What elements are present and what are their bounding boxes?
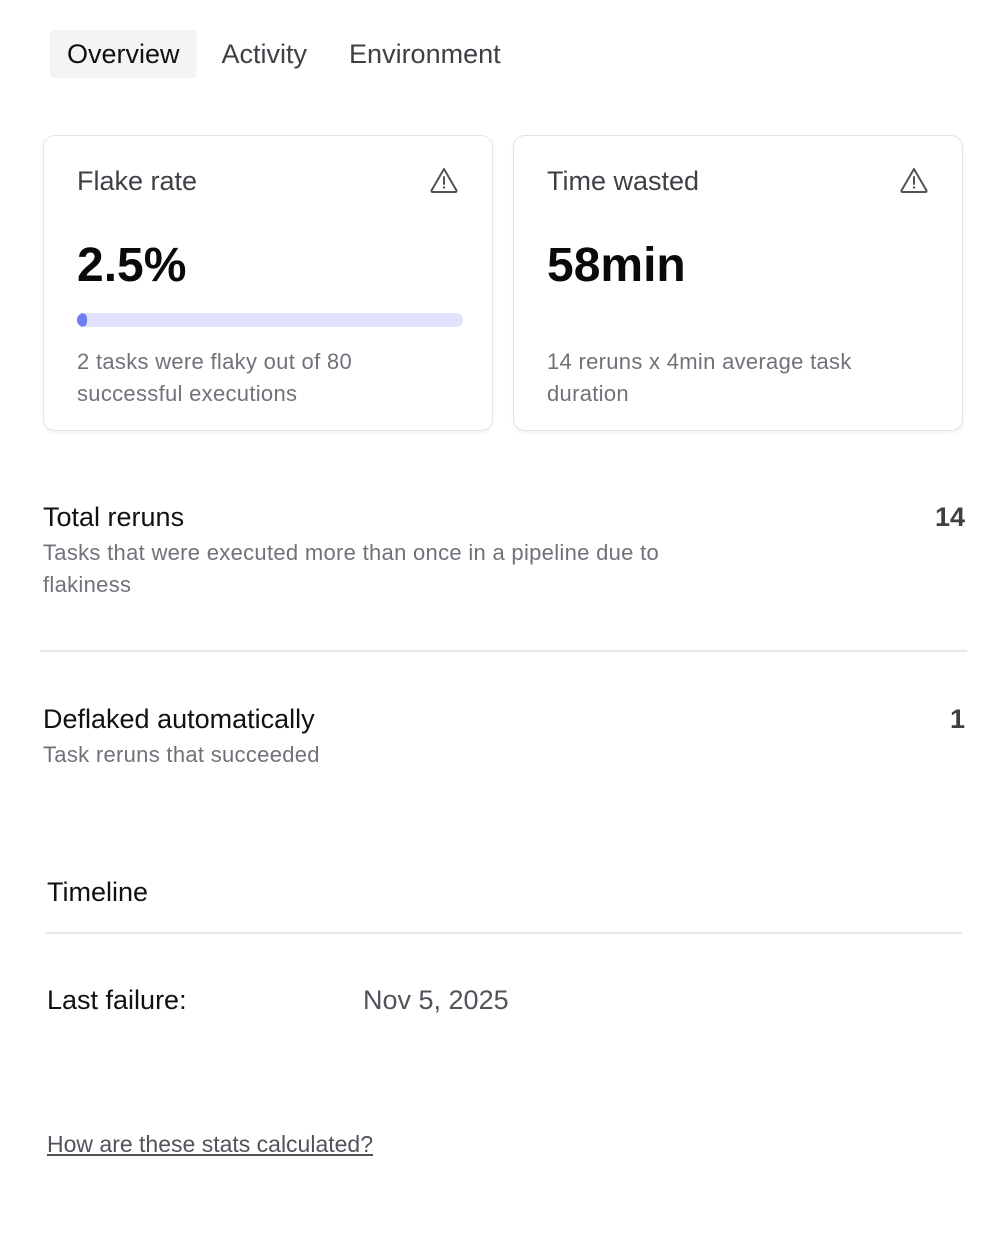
stat-description: Task reruns that succeeded bbox=[43, 742, 320, 767]
tab-activity[interactable]: Activity bbox=[221, 39, 308, 69]
deflaked-stat: Deflaked automatically 1 Task reruns tha… bbox=[43, 704, 965, 771]
card-description: 14 reruns x 4min average task duration bbox=[547, 349, 852, 406]
divider bbox=[40, 650, 967, 652]
progress-fill bbox=[77, 313, 87, 327]
tab-bar: Overview Activity Environment bbox=[50, 30, 526, 78]
divider bbox=[45, 932, 962, 934]
total-reruns-stat: Total reruns 14 Tasks that were executed… bbox=[43, 502, 965, 601]
stats-help-link[interactable]: How are these stats calculated? bbox=[47, 1131, 374, 1157]
time-wasted-card: Time wasted 58min 14 reruns x 4min avera… bbox=[513, 135, 963, 431]
warning-triangle-icon bbox=[900, 168, 928, 193]
stat-label: Deflaked automatically bbox=[43, 704, 315, 734]
last-failure-value: Nov 5, 2025 bbox=[363, 985, 509, 1015]
card-title: Time wasted bbox=[547, 166, 700, 196]
tab-environment[interactable]: Environment bbox=[349, 39, 501, 69]
flake-rate-value: 2.5% bbox=[77, 239, 187, 292]
stat-description: Tasks that were executed more than once … bbox=[43, 540, 660, 597]
stat-label: Total reruns bbox=[43, 502, 185, 532]
tab-overview[interactable]: Overview bbox=[50, 30, 197, 78]
flake-rate-progress-bar bbox=[77, 313, 463, 327]
stat-value: 1 bbox=[949, 704, 965, 734]
flake-rate-card: Flake rate 2.5% 2 tasks were flaky out o… bbox=[43, 135, 493, 431]
last-failure-label: Last failure: bbox=[47, 985, 187, 1015]
stat-value: 14 bbox=[934, 502, 965, 532]
card-title: Flake rate bbox=[77, 166, 198, 196]
card-description: 2 tasks were flaky out of 80 successful … bbox=[77, 349, 352, 406]
timeline-heading: Timeline bbox=[47, 877, 149, 907]
time-wasted-value: 58min bbox=[547, 239, 686, 292]
warning-triangle-icon bbox=[430, 168, 458, 193]
